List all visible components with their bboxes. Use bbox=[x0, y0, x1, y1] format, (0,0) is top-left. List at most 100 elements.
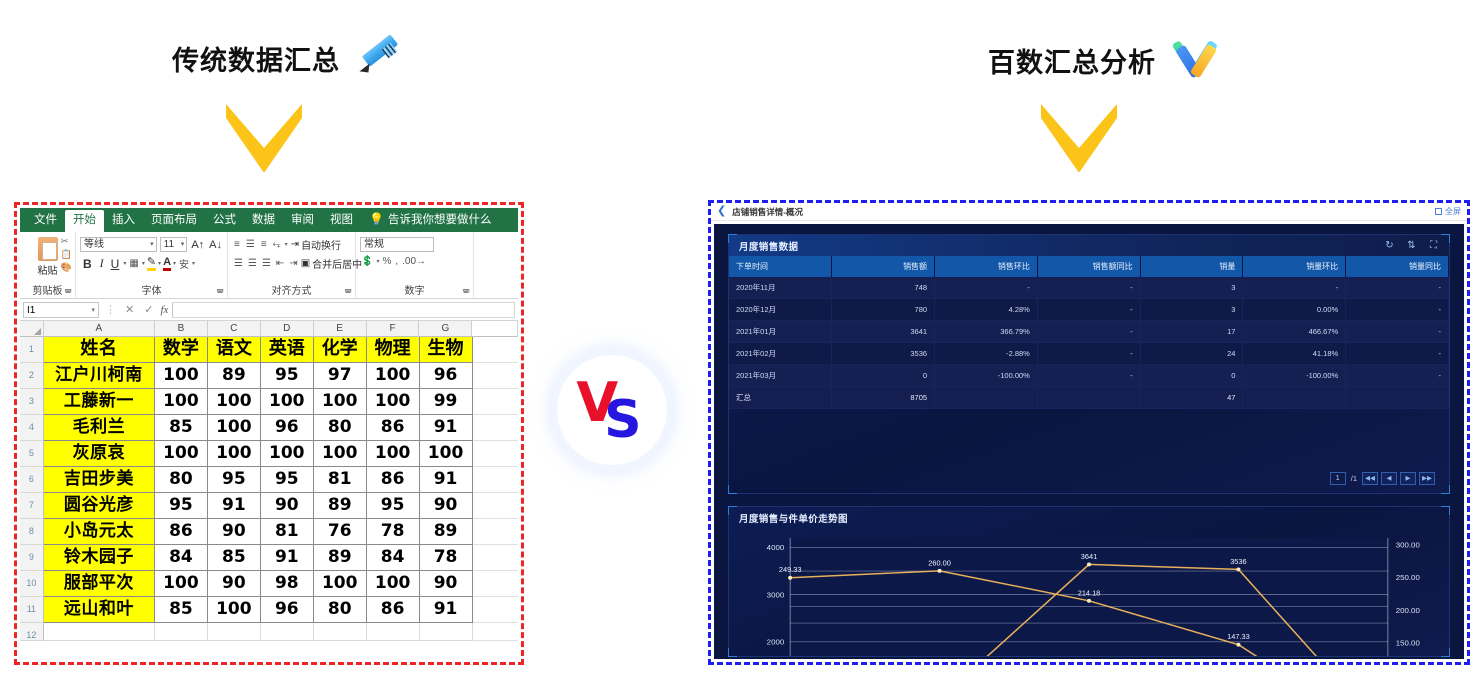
cell-c8[interactable]: 90 bbox=[207, 519, 261, 545]
cell-g1[interactable]: 生物 bbox=[419, 337, 473, 363]
decrease-indent-icon[interactable]: ⇤ bbox=[275, 258, 284, 269]
fullscreen-button[interactable]: 全屏 bbox=[1435, 206, 1461, 217]
cell-e2[interactable]: 97 bbox=[313, 363, 367, 389]
cell-c12[interactable] bbox=[207, 623, 261, 641]
tell-me-box[interactable]: 💡 告诉我你想要做什么 bbox=[361, 209, 499, 232]
cell-e6[interactable]: 81 bbox=[313, 467, 367, 493]
name-box[interactable]: I1 bbox=[23, 301, 99, 318]
cell-d4[interactable]: 96 bbox=[260, 415, 314, 441]
cell-d1[interactable]: 英语 bbox=[260, 337, 314, 363]
cell-e5[interactable]: 100 bbox=[313, 441, 367, 467]
cell-g2[interactable]: 96 bbox=[419, 363, 473, 389]
currency-icon[interactable]: 💲 bbox=[361, 256, 374, 267]
ribbon-tab-review[interactable]: 审阅 bbox=[291, 214, 314, 227]
cell-a1[interactable]: 姓名 bbox=[43, 337, 155, 363]
column-header-e[interactable]: E bbox=[313, 321, 367, 337]
cell-b3[interactable]: 100 bbox=[154, 389, 208, 415]
column-header-2[interactable]: 销售环比 bbox=[934, 256, 1038, 277]
refresh-icon[interactable]: ↻ bbox=[1385, 240, 1394, 251]
cell-g3[interactable]: 99 bbox=[419, 389, 473, 415]
cell-g5[interactable]: 100 bbox=[419, 441, 473, 467]
column-header-4[interactable]: 销量 bbox=[1140, 256, 1244, 277]
alignment-dialog-launcher[interactable]: ◚ bbox=[344, 288, 352, 297]
cell-d8[interactable]: 81 bbox=[260, 519, 314, 545]
cell-b11[interactable]: 85 bbox=[154, 597, 208, 623]
sort-icon[interactable]: ⇅ bbox=[1407, 240, 1416, 251]
cell-f8[interactable]: 78 bbox=[366, 519, 420, 545]
column-header-0[interactable]: 下单时间 bbox=[729, 256, 833, 277]
cell-b4[interactable]: 85 bbox=[154, 415, 208, 441]
row-header-2[interactable]: 2 bbox=[20, 363, 44, 389]
cell-c11[interactable]: 100 bbox=[207, 597, 261, 623]
font-color-icon[interactable]: A bbox=[163, 256, 172, 271]
fill-caret-icon[interactable]: ▾ bbox=[158, 261, 162, 267]
cell-b5[interactable]: 100 bbox=[154, 441, 208, 467]
prev-page-button[interactable]: ◀ bbox=[1381, 472, 1397, 485]
align-left-icon[interactable]: ☰ bbox=[234, 258, 243, 269]
ribbon-tab-file[interactable]: 文件 bbox=[34, 214, 57, 227]
cell-a2[interactable]: 江户川柯南 bbox=[43, 363, 155, 389]
cell-e12[interactable] bbox=[313, 623, 367, 641]
font-dialog-launcher[interactable]: ◚ bbox=[216, 288, 224, 297]
borders-icon[interactable]: ▦ bbox=[129, 258, 139, 269]
cell-e7[interactable]: 89 bbox=[313, 493, 367, 519]
phonetic-caret-icon[interactable]: ▾ bbox=[192, 261, 196, 267]
column-header-6[interactable]: 销量同比 bbox=[1345, 256, 1449, 277]
cell-f2[interactable]: 100 bbox=[366, 363, 420, 389]
align-center-icon[interactable]: ☰ bbox=[247, 258, 257, 269]
cell-c2[interactable]: 89 bbox=[207, 363, 261, 389]
row-header-3[interactable]: 3 bbox=[20, 389, 44, 415]
align-top-icon[interactable]: ≡ bbox=[234, 239, 240, 250]
cell-g6[interactable]: 91 bbox=[419, 467, 473, 493]
cell-d5[interactable]: 100 bbox=[260, 441, 314, 467]
row-header-7[interactable]: 7 bbox=[20, 493, 44, 519]
cell-c4[interactable]: 100 bbox=[207, 415, 261, 441]
cell-e1[interactable]: 化学 bbox=[313, 337, 367, 363]
merge-center-button[interactable]: ▣ 合并后居中 ▾ bbox=[301, 256, 367, 271]
cell-c9[interactable]: 85 bbox=[207, 545, 261, 571]
cell-f10[interactable]: 100 bbox=[366, 571, 420, 597]
align-right-icon[interactable]: ☰ bbox=[261, 258, 271, 269]
ribbon-tab-data[interactable]: 数据 bbox=[252, 214, 275, 227]
paste-label[interactable]: 粘贴 bbox=[37, 266, 58, 277]
cell-g8[interactable]: 89 bbox=[419, 519, 473, 545]
row-header-6[interactable]: 6 bbox=[20, 467, 44, 493]
clipboard-small-tools[interactable]: ✂ 📋 🎨 bbox=[60, 236, 72, 272]
column-header-b[interactable]: B bbox=[154, 321, 208, 337]
cell-d12[interactable] bbox=[260, 623, 314, 641]
cell-a12[interactable] bbox=[43, 623, 155, 641]
font-color-caret-icon[interactable]: ▾ bbox=[173, 261, 177, 267]
cell-c5[interactable]: 100 bbox=[207, 441, 261, 467]
column-header-f[interactable]: F bbox=[366, 321, 420, 337]
cell-f11[interactable]: 86 bbox=[366, 597, 420, 623]
cell-f4[interactable]: 86 bbox=[366, 415, 420, 441]
increase-indent-icon[interactable]: ⇥ bbox=[289, 258, 297, 269]
insert-function-icon[interactable]: fx bbox=[160, 303, 169, 316]
cell-b6[interactable]: 80 bbox=[154, 467, 208, 493]
row-header-1[interactable]: 1 bbox=[20, 337, 44, 363]
cell-g7[interactable]: 90 bbox=[419, 493, 473, 519]
cell-g11[interactable]: 91 bbox=[419, 597, 473, 623]
currency-caret-icon[interactable]: ▾ bbox=[376, 259, 380, 265]
first-page-button[interactable]: ◀◀ bbox=[1362, 472, 1378, 485]
ribbon-tab-formulas[interactable]: 公式 bbox=[213, 214, 236, 227]
expand-icon[interactable]: ⛶ bbox=[1430, 240, 1437, 251]
column-header-a[interactable]: A bbox=[43, 321, 155, 337]
cell-g9[interactable]: 78 bbox=[419, 545, 473, 571]
row-header-4[interactable]: 4 bbox=[20, 415, 44, 441]
cell-c3[interactable]: 100 bbox=[207, 389, 261, 415]
align-middle-icon[interactable]: ☰ bbox=[245, 239, 255, 250]
cell-c1[interactable]: 语文 bbox=[207, 337, 261, 363]
cell-f3[interactable]: 100 bbox=[366, 389, 420, 415]
column-header-3[interactable]: 销售额同比 bbox=[1037, 256, 1141, 277]
number-format-select[interactable]: 常规 bbox=[360, 237, 434, 252]
column-header-5[interactable]: 销量环比 bbox=[1242, 256, 1347, 277]
column-header-c[interactable]: C bbox=[207, 321, 261, 337]
row-header-11[interactable]: 11 bbox=[20, 597, 44, 623]
cell-b7[interactable]: 95 bbox=[154, 493, 208, 519]
column-header-1[interactable]: 销售额 bbox=[831, 256, 936, 277]
row-header-10[interactable]: 10 bbox=[20, 571, 44, 597]
cell-f7[interactable]: 95 bbox=[366, 493, 420, 519]
cell-d3[interactable]: 100 bbox=[260, 389, 314, 415]
clipboard-dialog-launcher[interactable]: ◚ bbox=[64, 288, 72, 297]
